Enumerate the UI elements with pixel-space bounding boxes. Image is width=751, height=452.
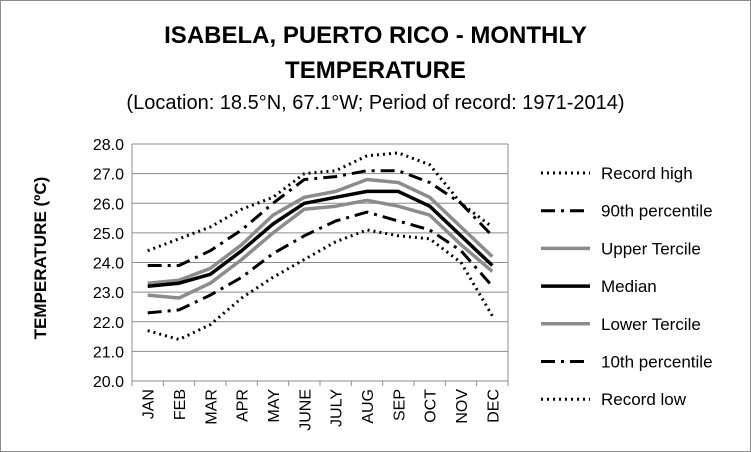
- series-line-upper-tercile: [147, 177, 494, 285]
- series-line-record-high: [147, 151, 494, 253]
- y-tick-label: 24.0: [93, 256, 124, 273]
- y-tick-label: 25.0: [93, 226, 124, 243]
- x-tick-label: JAN: [141, 389, 158, 419]
- series-line-lower-tercile: [147, 198, 494, 300]
- series-lines: [147, 151, 494, 341]
- x-tick-label: MAR: [203, 389, 220, 425]
- x-tick-label: SEP: [391, 389, 408, 421]
- legend-label: Upper Tercile: [601, 239, 701, 258]
- x-tick-label: MAY: [266, 389, 283, 423]
- chart-subtitle: (Location: 18.5°N, 67.1°W; Period of rec…: [126, 92, 625, 114]
- series-line-median: [147, 189, 494, 288]
- x-tick-label: DEC: [485, 389, 502, 423]
- y-axis-ticks: 20.0 21.0 22.0 23.0 24.0 25.0 26.0 27.0 28.0: [93, 137, 124, 391]
- y-tick-label: 23.0: [93, 285, 124, 302]
- series-line-10th-percentile: [147, 210, 494, 315]
- x-tick-label: APR: [235, 389, 252, 422]
- series-line-record-low: [147, 228, 494, 341]
- y-tick-label: 20.0: [93, 374, 124, 391]
- y-tick-label: 22.0: [93, 315, 124, 332]
- x-tick-label: JUNE: [297, 389, 314, 431]
- legend-label: 10th percentile: [601, 353, 713, 372]
- legend-label: Record low: [601, 390, 687, 409]
- legend-label: Record high: [601, 164, 693, 183]
- y-tick-label: 26.0: [93, 196, 124, 213]
- y-tick-label: 28.0: [93, 137, 124, 154]
- series-line-90th-percentile: [147, 169, 494, 267]
- y-tick-label: 21.0: [93, 344, 124, 361]
- legend-label: Median: [601, 277, 657, 296]
- x-tick-label: NOV: [454, 389, 471, 424]
- legend: Record high 90th percentile Upper Tercile M…: [541, 164, 713, 409]
- legend-label: 90th percentile: [601, 202, 713, 221]
- x-tick-label: AUG: [360, 389, 377, 424]
- y-tick-label: 27.0: [93, 167, 124, 184]
- x-tick-label: JULY: [329, 389, 346, 427]
- x-axis-ticks: JAN FEB MAR APR MAY JUNE JULY AUG SEP OCT NOV DEC: [131, 381, 509, 431]
- x-tick-label: OCT: [423, 389, 440, 423]
- chart-title-line-2: TEMPERATURE: [285, 57, 466, 84]
- legend-label: Lower Tercile: [601, 315, 701, 334]
- x-tick-label: FEB: [172, 389, 189, 420]
- chart-title-line-1: ISABELA, PUERTO RICO - MONTHLY: [164, 22, 587, 49]
- y-axis-label: TEMPERATURE (ºC): [31, 177, 50, 340]
